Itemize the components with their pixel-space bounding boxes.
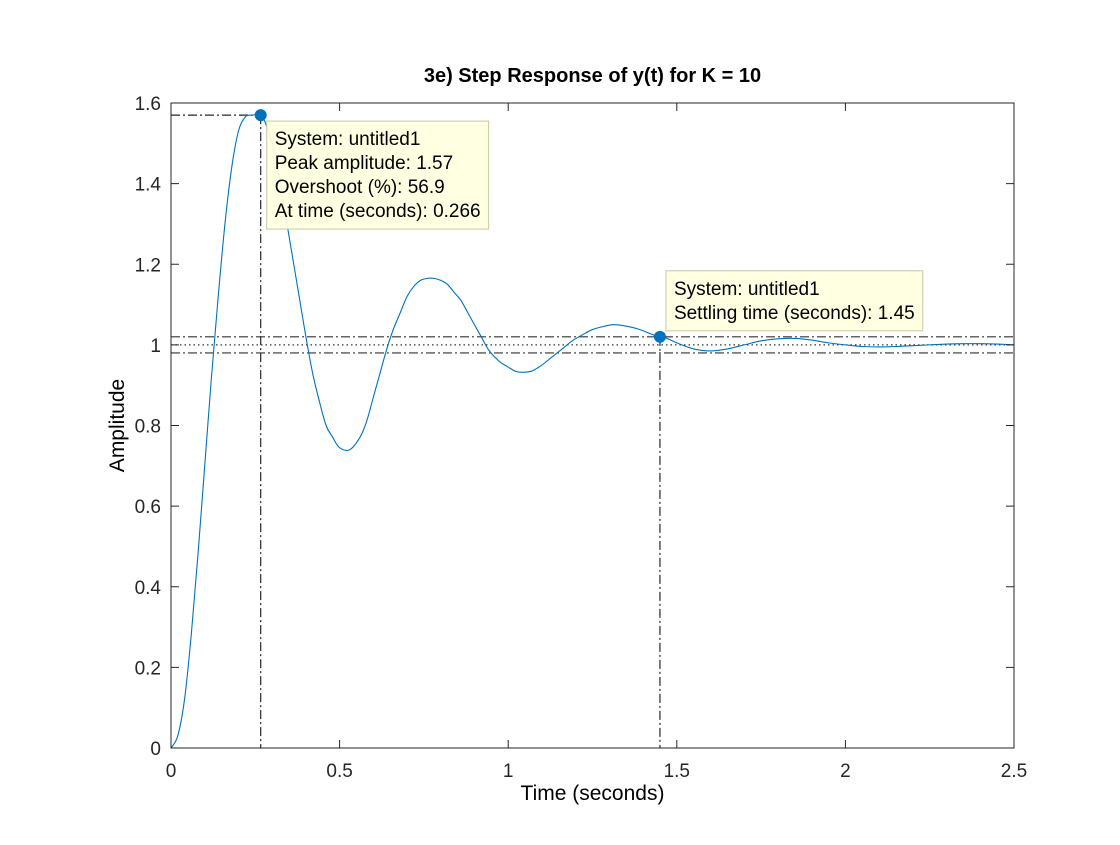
datatip-marker[interactable] (653, 330, 666, 343)
axis-ticks: 0 0.5 1 1.5 2 2.5 0 0.2 0.4 0.6 0.8 1 1.2 1.4 1.6 (135, 94, 1028, 782)
datatip-1[interactable]: System: untitled1 Settling time (seconds)… (653, 270, 924, 343)
x-tick-label: 2 (840, 761, 851, 782)
datatip-line: Peak amplitude: 1.57 (275, 153, 454, 174)
y-tick-label: 0 (150, 739, 161, 760)
datatip-marker[interactable] (254, 109, 267, 122)
y-tick-label: 0.6 (135, 497, 161, 518)
chart-title: 3e) Step Response of y(t) for K = 10 (424, 65, 761, 87)
datatip-box (665, 270, 924, 332)
x-tick-label: 1 (503, 761, 514, 782)
datatip-box (266, 120, 490, 230)
y-tick-label: 1.6 (135, 94, 161, 115)
y-tick-label: 0.8 (135, 417, 161, 438)
x-tick-label: 0.5 (326, 761, 352, 782)
y-tick-label: 1 (150, 336, 161, 357)
datatip-line: Settling time (seconds): 1.45 (674, 303, 915, 324)
x-tick-label: 0 (166, 761, 177, 782)
x-tick-label: 2.5 (1001, 761, 1027, 782)
y-tick-label: 1.2 (135, 255, 161, 276)
datatip-line: At time (seconds): 0.266 (275, 201, 481, 222)
datatip-line: Overshoot (%): 56.9 (275, 177, 445, 198)
datatip-0[interactable]: System: untitled1 Peak amplitude: 1.57 Ove… (254, 109, 490, 230)
reference-lines (171, 114, 1014, 748)
y-axis-label: Amplitude (106, 379, 129, 472)
datatip-line: System: untitled1 (674, 279, 820, 300)
x-tick-label: 1.5 (664, 761, 690, 782)
y-tick-label: 1.4 (135, 175, 162, 196)
y-tick-label: 0.4 (135, 578, 162, 599)
y-tick-label: 0.2 (135, 658, 161, 679)
datatips: System: untitled1 Peak amplitude: 1.57 Ove… (254, 109, 924, 343)
x-axis-label: Time (seconds) (521, 782, 665, 805)
datatip-line: System: untitled1 (275, 129, 421, 150)
